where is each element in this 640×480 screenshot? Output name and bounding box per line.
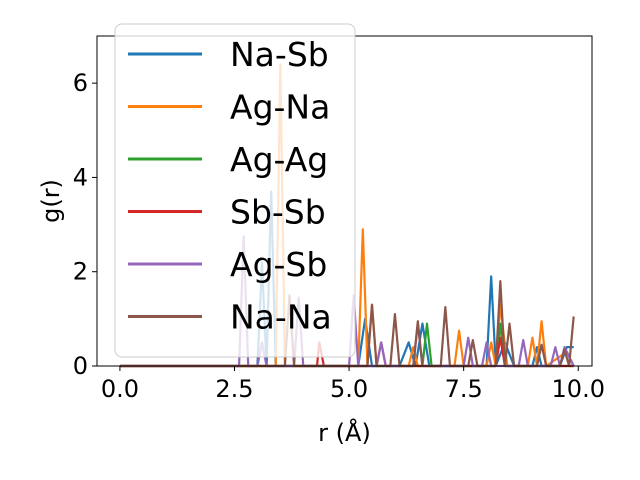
legend-label: Ag-Na (230, 88, 330, 127)
x-axis-label: r (Å) (318, 418, 371, 447)
y-tick-label: 2 (73, 258, 88, 286)
x-tick-label: 10.0 (552, 375, 605, 403)
x-tick-label: 7.5 (445, 375, 483, 403)
x-tick-label: 2.5 (215, 375, 253, 403)
y-axis-label: g(r) (37, 179, 65, 223)
ticks-layer: 0.0 2.5 5.0 7.5 10.0 0 2 4 6 (73, 69, 605, 403)
y-tick-label: 6 (73, 69, 88, 97)
legend-label: Sb-Sb (230, 193, 326, 232)
legend-label: Na-Sb (230, 35, 329, 74)
legend: Na-Sb Ag-Na Ag-Ag Sb-Sb Ag-Sb Na-Na (114, 23, 356, 358)
legend-label: Ag-Sb (230, 245, 327, 284)
series-line-ag-na (119, 63, 575, 368)
y-tick-label: 4 (73, 163, 88, 191)
x-tick-label: 5.0 (330, 375, 368, 403)
x-tick-label: 0.0 (101, 375, 139, 403)
legend-label: Ag-Ag (230, 140, 328, 179)
y-tick-label: 0 (73, 352, 88, 380)
legend-label: Na-Na (230, 298, 332, 337)
